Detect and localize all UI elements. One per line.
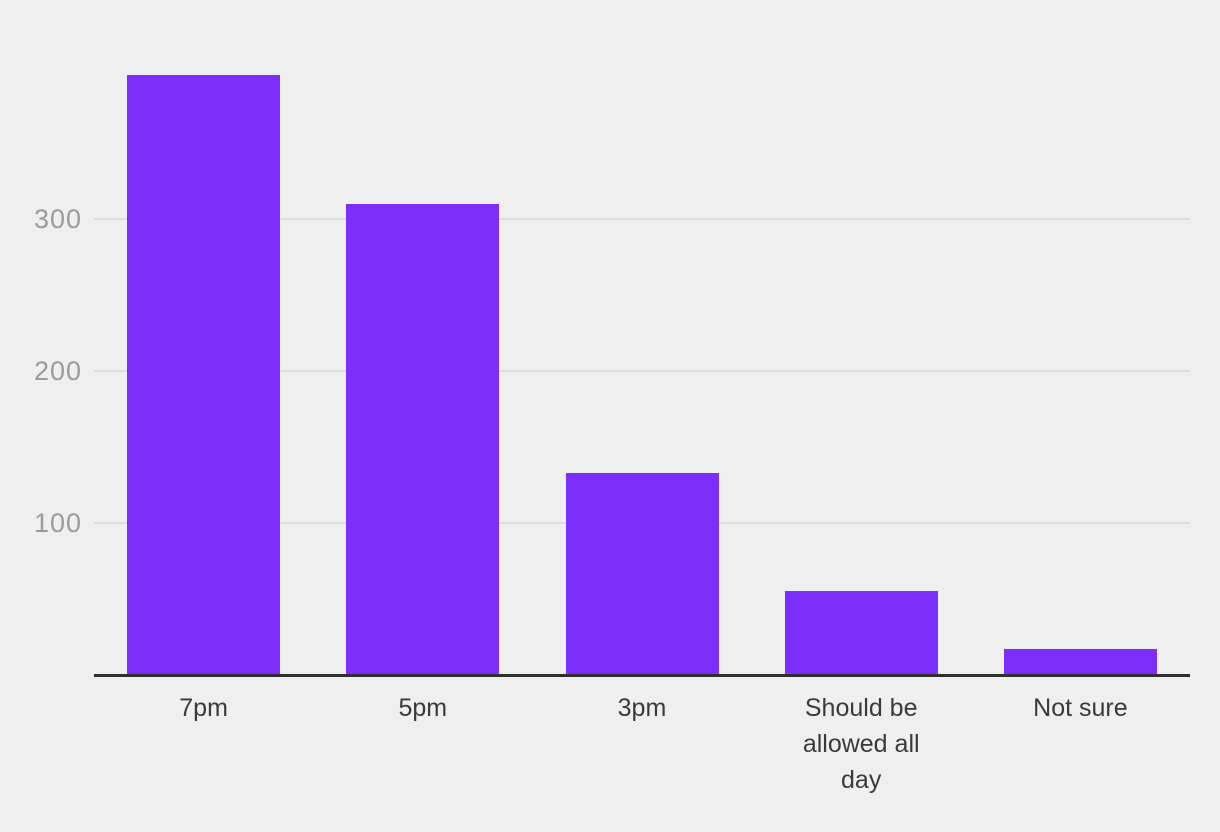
- x-tick-label: 3pm: [532, 690, 751, 726]
- bar: [1003, 649, 1157, 675]
- x-tick-label-text: 5pm: [398, 694, 448, 722]
- bar: [346, 203, 500, 675]
- x-tick-label: 7pm: [94, 690, 313, 726]
- x-tick-label: 5pm: [313, 690, 532, 726]
- gridline: [94, 218, 1190, 220]
- y-tick-label: 200: [33, 356, 82, 386]
- bar: [784, 591, 938, 675]
- x-axis-line: [94, 674, 1190, 677]
- y-tick-label: 300: [33, 204, 82, 234]
- x-tick-label-text: 7pm: [179, 694, 228, 722]
- x-tick-label-text: Not sure: [1033, 694, 1128, 722]
- x-tick-label: Not sure: [971, 690, 1190, 726]
- gridline: [94, 370, 1190, 372]
- bar: [127, 74, 281, 675]
- x-tick-label: Should be allowed all day: [752, 690, 971, 798]
- bar: [565, 472, 719, 675]
- x-tick-label-text: Should be allowed all day: [802, 694, 920, 794]
- x-tick-label-text: 3pm: [617, 694, 667, 722]
- y-tick-label: 100: [33, 508, 82, 538]
